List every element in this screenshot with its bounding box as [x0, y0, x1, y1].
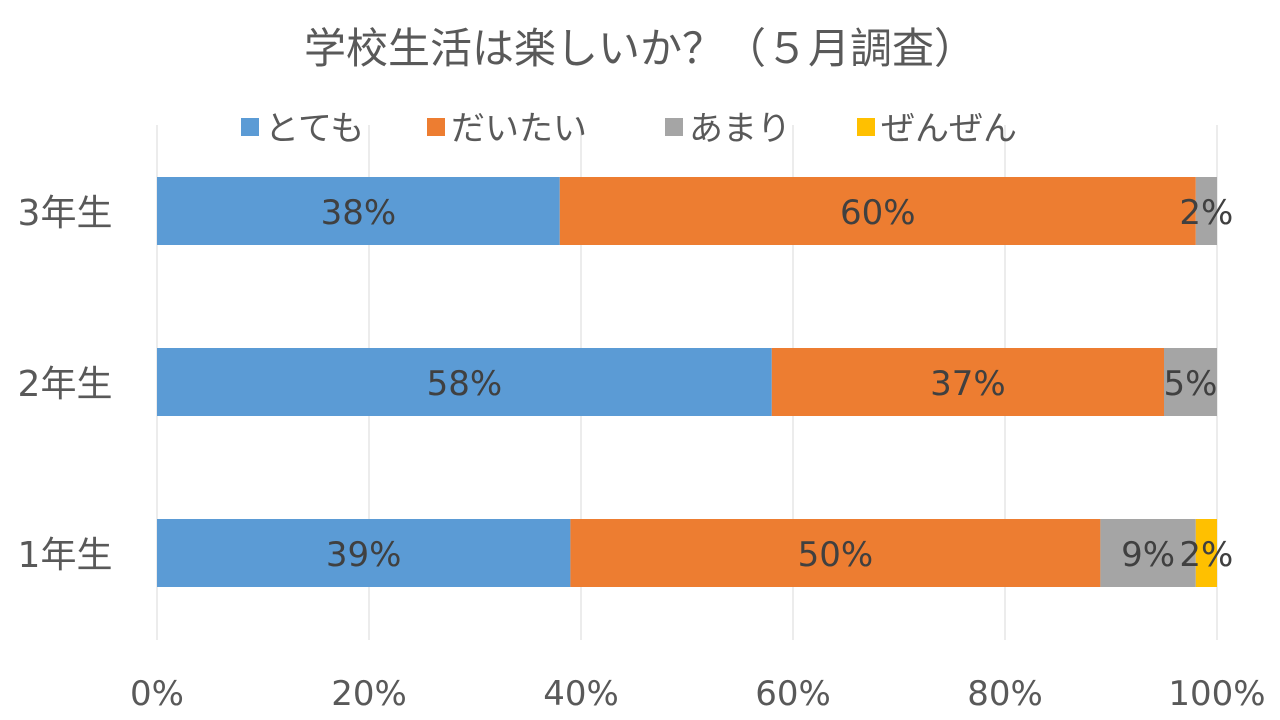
bar-segment — [1195, 519, 1217, 587]
legend-swatch — [241, 118, 259, 136]
legend-label: とても — [265, 109, 364, 149]
data-label: 2% — [1179, 535, 1233, 575]
legend-label: だいたい — [451, 109, 587, 149]
data-label: 60% — [840, 193, 916, 233]
x-tick-label: 80% — [967, 674, 1043, 714]
bar-segment — [570, 519, 1101, 587]
bar-segment — [771, 348, 1164, 416]
bar-segment — [1100, 519, 1196, 587]
legend-swatch — [427, 118, 445, 136]
category-label: 3年生 — [18, 193, 113, 234]
data-label: 5% — [1164, 364, 1218, 404]
value-axis: 0% 20% 40% 60% 80% 100% — [130, 674, 1266, 714]
data-label: 50% — [798, 535, 874, 575]
x-tick-label: 20% — [331, 674, 407, 714]
bar-segment — [157, 348, 772, 416]
bar-segment — [1164, 348, 1217, 416]
legend-swatch — [857, 118, 875, 136]
data-label: 2% — [1179, 193, 1233, 233]
x-tick-label: 0% — [130, 674, 184, 714]
bars — [157, 177, 1217, 587]
data-label: 38% — [321, 193, 397, 233]
bar-segment — [559, 177, 1196, 245]
data-label: 37% — [930, 364, 1006, 404]
legend-label: あまり — [689, 109, 791, 149]
x-tick-label: 40% — [543, 674, 619, 714]
category-label: 2年生 — [18, 364, 113, 405]
legend: とても だいたい あまり ぜんぜん — [241, 109, 1017, 149]
bar-segment — [157, 177, 560, 245]
legend-label: ぜんぜん — [881, 109, 1017, 149]
legend-item: とても — [241, 109, 364, 149]
x-tick-label: 60% — [755, 674, 831, 714]
chart-title: 学校生活は楽しいか？（５月調査） — [304, 24, 976, 73]
data-labels: 38% 60% 2%58% 37% 5%39% 50% 9% 2% — [321, 193, 1234, 575]
legend-item: だいたい — [427, 109, 587, 149]
legend-item: ぜんぜん — [857, 109, 1017, 149]
data-label: 58% — [427, 364, 503, 404]
x-tick-label: 100% — [1168, 674, 1265, 714]
category-label: 1年生 — [18, 535, 113, 576]
data-label: 39% — [326, 535, 402, 575]
legend-swatch — [665, 118, 683, 136]
category-axis: 3年生 2年生 1年生 — [18, 193, 113, 576]
data-label: 9% — [1121, 535, 1175, 575]
legend-item: あまり — [665, 109, 791, 149]
bar-segment — [157, 519, 571, 587]
bar-segment — [1195, 177, 1217, 245]
